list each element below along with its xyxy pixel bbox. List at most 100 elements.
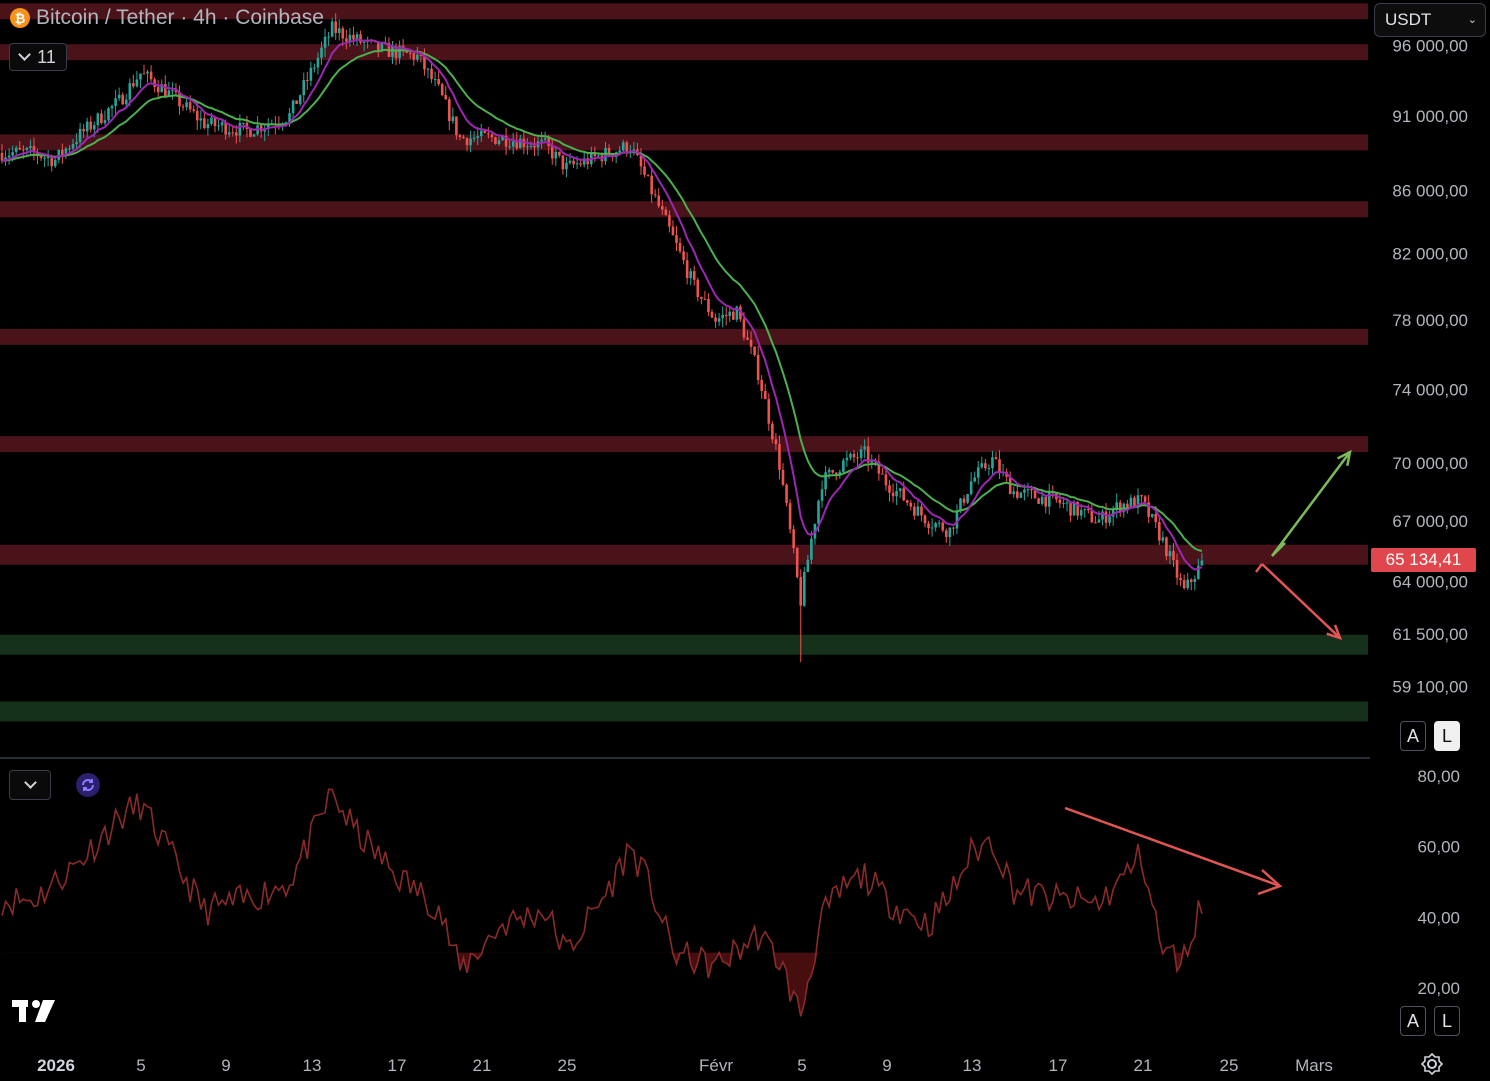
candle-body <box>728 311 732 317</box>
candle-body <box>455 116 458 136</box>
candle-body <box>497 140 501 144</box>
candle-body <box>224 122 227 135</box>
candle-body <box>266 124 270 129</box>
candle-body <box>639 155 643 167</box>
candle-body <box>803 572 806 606</box>
currency-select[interactable]: USDT ⌄ <box>1374 3 1486 37</box>
sync-icon[interactable] <box>76 773 100 797</box>
candle-body <box>561 155 565 170</box>
candle-body <box>700 297 703 299</box>
time-tick-label: 9 <box>221 1056 230 1075</box>
candle-body <box>128 83 132 100</box>
candle-body <box>380 43 384 51</box>
candle-body <box>756 354 760 381</box>
candle-body <box>96 113 100 126</box>
candle-body <box>1154 514 1158 523</box>
chart-title[interactable]: ₿ Bitcoin / Tether · 4h · Coinbase <box>10 6 324 30</box>
candle-body <box>1076 501 1079 516</box>
auto-scale-button[interactable]: A <box>1400 721 1426 751</box>
candle-body <box>433 79 437 81</box>
candle-body <box>355 34 359 40</box>
candle-body <box>529 145 533 147</box>
candle-body <box>476 136 479 138</box>
candle-body <box>43 157 46 159</box>
time-tick-label: 17 <box>1049 1056 1068 1075</box>
candle-body <box>458 135 462 138</box>
candle-body <box>142 73 146 75</box>
bearish-arrow-tail <box>1255 563 1263 573</box>
candle-body <box>955 510 959 529</box>
candle-body <box>53 159 57 167</box>
candle-body <box>1023 489 1026 493</box>
candle-body <box>1040 496 1044 504</box>
rsi-auto-scale-button[interactable]: A <box>1400 1006 1426 1036</box>
candle-body <box>930 527 934 529</box>
scenario-arrows <box>1255 449 1352 640</box>
rsi-line <box>1 788 1203 1017</box>
candle-body <box>827 469 831 473</box>
candle-body <box>1097 519 1101 523</box>
candle-body <box>7 155 11 158</box>
candle-body <box>490 134 494 138</box>
candle-body <box>1140 495 1143 497</box>
candle-body <box>22 149 25 151</box>
candle-body <box>778 444 781 470</box>
candle-body <box>1111 509 1115 517</box>
candle-body <box>1189 579 1193 583</box>
candle-body <box>121 94 124 105</box>
candle-body <box>362 41 366 43</box>
candle-body <box>1079 509 1083 516</box>
support-zone <box>0 701 1368 722</box>
candle-body <box>75 141 78 145</box>
candle-body <box>327 36 330 38</box>
log-scale-button[interactable]: L <box>1434 721 1460 751</box>
candle-body <box>50 156 53 167</box>
candle-body <box>426 68 430 70</box>
candle-body <box>948 527 952 537</box>
candle-body <box>909 502 913 507</box>
rsi-log-scale-button[interactable]: L <box>1434 1006 1460 1036</box>
candle-body <box>920 506 923 516</box>
candle-body <box>394 46 398 59</box>
candle-body <box>227 132 231 135</box>
candle-body <box>881 473 884 475</box>
candle-body <box>849 453 852 458</box>
candle-body <box>1083 508 1087 510</box>
chevron-down-icon <box>23 776 37 789</box>
candle-body <box>302 80 306 96</box>
candle-body <box>174 90 178 93</box>
chevron-down-icon: ⌄ <box>1467 14 1477 26</box>
candle-body <box>998 459 1001 473</box>
candle-body <box>71 144 75 149</box>
rsi-collapse-button[interactable] <box>9 770 51 800</box>
candle-body <box>465 138 469 146</box>
candle-body <box>1087 508 1090 511</box>
candle-body <box>391 46 394 57</box>
candle-body <box>763 391 767 400</box>
candle-body <box>217 125 220 127</box>
candle-body <box>842 460 845 472</box>
candle-body <box>994 457 998 460</box>
candle-body <box>483 130 487 134</box>
candle-body <box>100 113 103 124</box>
candle-body <box>898 488 902 491</box>
candle-body <box>1101 511 1104 520</box>
candle-body <box>707 298 710 313</box>
settings-gear-icon[interactable] <box>1420 1052 1444 1081</box>
indicators-toggle-button[interactable]: 11 <box>9 43 67 71</box>
candle-body <box>309 67 313 81</box>
candle-body <box>859 449 863 458</box>
candle-body <box>916 506 920 516</box>
candle-body <box>597 155 600 157</box>
candle-body <box>941 522 945 531</box>
candle-body <box>341 28 345 39</box>
candle-body <box>565 162 568 170</box>
time-tick-label: 2026 <box>37 1056 75 1075</box>
candle-body <box>440 84 444 96</box>
candle-body <box>203 118 206 129</box>
candle-body <box>412 53 416 60</box>
candle-body <box>508 146 511 148</box>
candle-body <box>1037 498 1040 504</box>
resistance-zone <box>0 436 1368 453</box>
